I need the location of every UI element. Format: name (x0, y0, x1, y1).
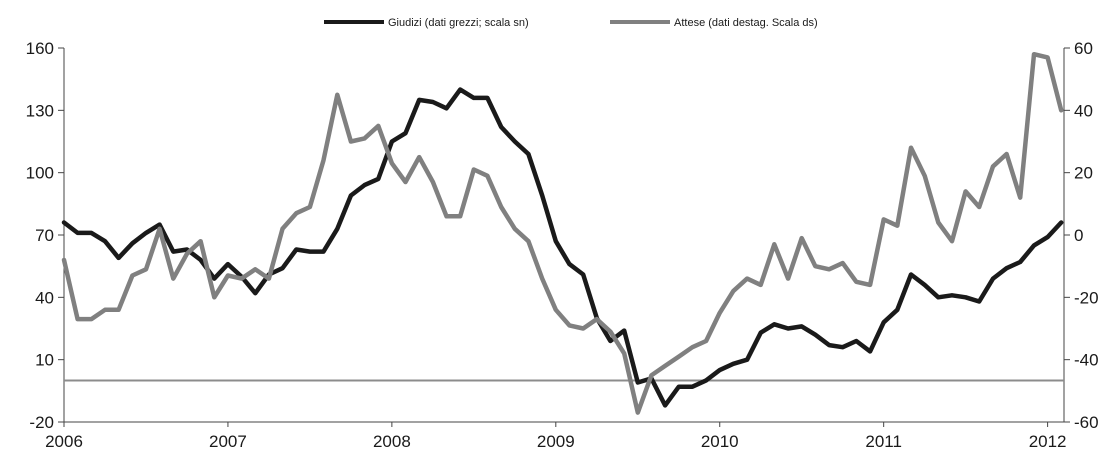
left-tick-label: 100 (26, 164, 54, 183)
x-tick-label: 2010 (701, 432, 739, 451)
left-tick-label: 130 (26, 101, 54, 120)
series-layer (61, 51, 1064, 415)
x-axis-ticks: 2006 2007 2008 2009 2010 2011 2012 (45, 422, 1067, 451)
x-tick-label: 2012 (1029, 432, 1067, 451)
series-line-giudizi (61, 87, 1064, 408)
x-tick-label: 2007 (209, 432, 247, 451)
legend-label-giudizi: Giudizi (dati grezzi; scala sn) (388, 17, 529, 29)
right-tick-label: -60 (1074, 413, 1099, 432)
legend: Giudizi (dati grezzi; scala sn) Attese (… (324, 17, 818, 29)
left-tick-label: -20 (29, 413, 54, 432)
x-tick-label: 2009 (537, 432, 575, 451)
legend-label-attese: Attese (dati destag. Scala ds) (674, 17, 818, 29)
x-tick-label: 2008 (373, 432, 411, 451)
left-tick-label: 40 (35, 288, 54, 307)
left-tick-label: 160 (26, 39, 54, 58)
left-tick-label: 70 (35, 226, 54, 245)
left-axis-ticks: 160 130 100 70 40 10 -20 (26, 39, 64, 432)
right-tick-label: -20 (1074, 288, 1099, 307)
right-tick-label: -40 (1074, 351, 1099, 370)
x-tick-label: 2006 (45, 432, 83, 451)
x-tick-label: 2011 (865, 432, 902, 451)
right-tick-label: 40 (1074, 101, 1093, 120)
left-tick-label: 10 (35, 351, 54, 370)
right-tick-label: 0 (1074, 226, 1083, 245)
right-tick-label: 20 (1074, 164, 1093, 183)
right-axis-ticks: 60 40 20 0 -20 -40 -60 (1064, 39, 1099, 432)
series-line-attese (61, 51, 1064, 415)
axes (63, 48, 1065, 423)
right-tick-label: 60 (1074, 39, 1093, 58)
